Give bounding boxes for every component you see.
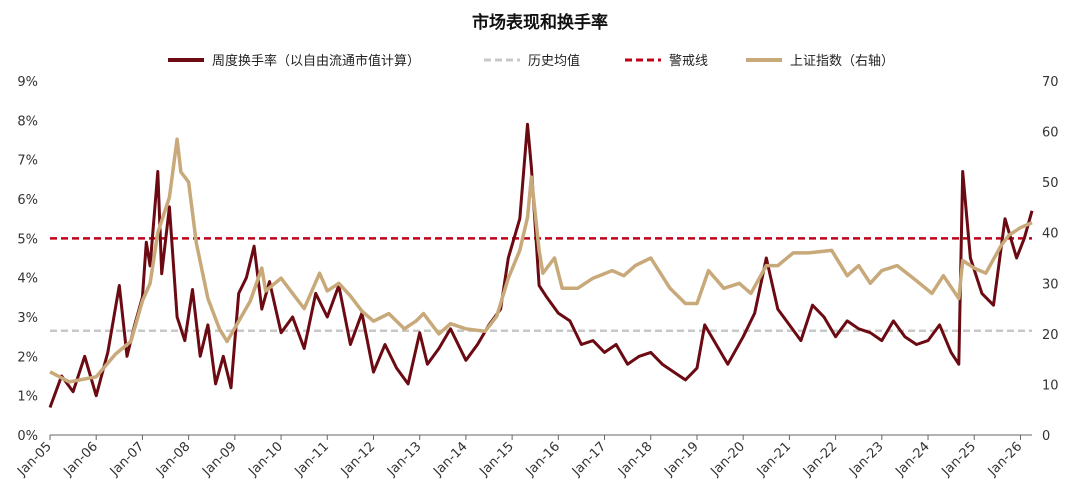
y-left-tick-label: 3% bbox=[17, 311, 38, 326]
y-left-tick-label: 7% bbox=[17, 154, 38, 169]
x-tick-label: Jan-21 bbox=[754, 439, 795, 480]
x-tick-label: Jan-17 bbox=[569, 439, 610, 480]
legend-label-turnover: 周度换手率（以自由流通市值计算） bbox=[212, 53, 420, 69]
x-tick-label: Jan-08 bbox=[153, 439, 194, 480]
series-lines bbox=[48, 122, 1034, 409]
y-right-tick-label: 30 bbox=[1042, 277, 1059, 292]
x-tick-label: Jan-05 bbox=[14, 439, 55, 480]
y-left-tick-label: 0% bbox=[17, 429, 38, 444]
y-right-tick-label: 10 bbox=[1042, 378, 1059, 393]
axes: 0% 1% 2% 3% 4% 5% 6% 7% 8% 9% 0 10 20 30 40 50 60 70 Jan-0… bbox=[14, 75, 1058, 480]
x-tick-label: Jan-16 bbox=[523, 439, 564, 480]
x-tick-label: Jan-19 bbox=[661, 439, 702, 480]
legend-label-sse: 上证指数（右轴） bbox=[790, 54, 894, 69]
x-tick-label: Jan-06 bbox=[61, 439, 102, 480]
legend: 周度换手率（以自由流通市值计算） 历史均值 警戒线 上证指数（右轴） bbox=[168, 53, 894, 69]
x-tick-label: Jan-23 bbox=[846, 439, 887, 480]
x-tick-label: Jan-11 bbox=[292, 439, 333, 480]
chart-title: 市场表现和换手率 bbox=[472, 12, 608, 33]
y-left-tick-label: 8% bbox=[17, 114, 38, 129]
x-tick-label: Jan-26 bbox=[985, 439, 1026, 480]
y-right-tick-label: 60 bbox=[1042, 126, 1059, 141]
x-tick-label: Jan-12 bbox=[338, 439, 379, 480]
legend-label-warning-line: 警戒线 bbox=[669, 53, 708, 69]
x-tick-label: Jan-14 bbox=[430, 439, 471, 480]
x-tick-label: Jan-07 bbox=[107, 439, 148, 480]
x-tick-label: Jan-15 bbox=[476, 439, 517, 480]
y-left-tick-label: 4% bbox=[17, 272, 38, 287]
legend-label-hist-mean: 历史均值 bbox=[528, 53, 580, 69]
turnover-series-line bbox=[48, 122, 1034, 409]
x-tick-label: Jan-22 bbox=[800, 439, 841, 480]
x-tick-label: Jan-10 bbox=[245, 439, 286, 480]
y-left-tick-label: 9% bbox=[17, 75, 38, 90]
y-right-tick-label: 40 bbox=[1042, 227, 1059, 242]
y-right-tick-label: 20 bbox=[1042, 328, 1059, 343]
y-left-tick-label: 5% bbox=[17, 232, 38, 247]
x-tick-label: Jan-13 bbox=[384, 439, 425, 480]
x-tick-label: Jan-09 bbox=[199, 439, 240, 480]
x-tick-label: Jan-18 bbox=[615, 439, 656, 480]
y-right-tick-label: 70 bbox=[1042, 75, 1059, 90]
x-tick-label: Jan-20 bbox=[708, 439, 749, 480]
y-right-tick-label: 0 bbox=[1042, 429, 1050, 444]
y-right-tick-label: 50 bbox=[1042, 176, 1059, 191]
y-left-tick-label: 6% bbox=[17, 193, 38, 208]
y-left-tick-label: 1% bbox=[17, 390, 38, 405]
y-left-tick-label: 2% bbox=[17, 350, 38, 365]
x-tick-label: Jan-24 bbox=[892, 439, 933, 480]
sse-index-series-line bbox=[49, 137, 1033, 384]
x-tick-label: Jan-25 bbox=[939, 439, 980, 480]
